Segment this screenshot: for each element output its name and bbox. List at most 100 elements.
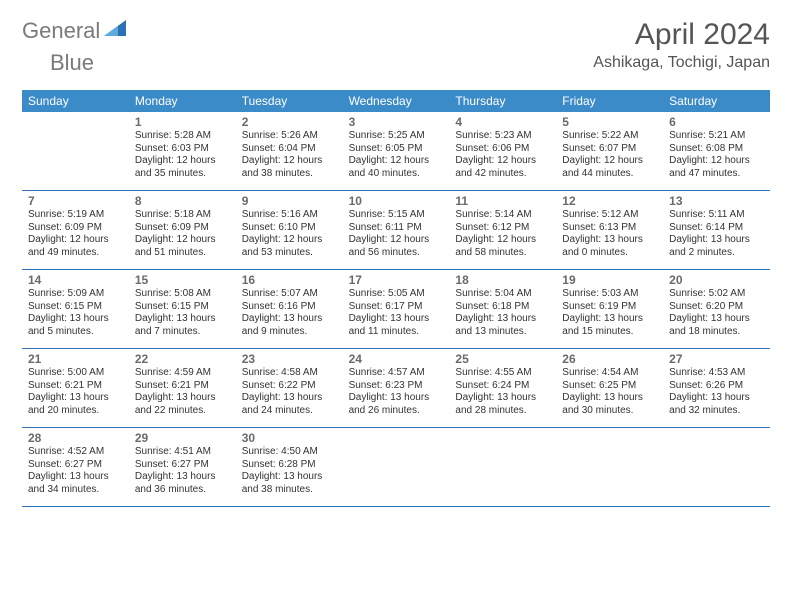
- calendar-week: 28Sunrise: 4:52 AMSunset: 6:27 PMDayligh…: [22, 428, 770, 507]
- sunset-line: Sunset: 6:27 PM: [135, 459, 230, 472]
- daylight-line-2: and 49 minutes.: [28, 247, 123, 260]
- calendar-day-cell: 24Sunrise: 4:57 AMSunset: 6:23 PMDayligh…: [343, 349, 450, 427]
- calendar-day-cell: [449, 428, 556, 506]
- sunrise-line: Sunrise: 5:05 AM: [349, 288, 444, 301]
- day-number: 24: [349, 352, 444, 366]
- daylight-line-1: Daylight: 13 hours: [669, 234, 764, 247]
- sunset-line: Sunset: 6:28 PM: [242, 459, 337, 472]
- daylight-line-2: and 2 minutes.: [669, 247, 764, 260]
- calendar-day-cell: 21Sunrise: 5:00 AMSunset: 6:21 PMDayligh…: [22, 349, 129, 427]
- calendar-day-cell: 12Sunrise: 5:12 AMSunset: 6:13 PMDayligh…: [556, 191, 663, 269]
- calendar-day-cell: 10Sunrise: 5:15 AMSunset: 6:11 PMDayligh…: [343, 191, 450, 269]
- logo-word-blue: Blue: [50, 50, 94, 75]
- calendar-day-cell: 6Sunrise: 5:21 AMSunset: 6:08 PMDaylight…: [663, 112, 770, 190]
- dayhead-thu: Thursday: [449, 90, 556, 112]
- day-number: 25: [455, 352, 550, 366]
- sunrise-line: Sunrise: 4:57 AM: [349, 367, 444, 380]
- sunset-line: Sunset: 6:23 PM: [349, 380, 444, 393]
- calendar-day-cell: [343, 428, 450, 506]
- daylight-line-2: and 38 minutes.: [242, 168, 337, 181]
- day-number: 6: [669, 115, 764, 129]
- day-number: 21: [28, 352, 123, 366]
- calendar-day-cell: 25Sunrise: 4:55 AMSunset: 6:24 PMDayligh…: [449, 349, 556, 427]
- sunset-line: Sunset: 6:10 PM: [242, 222, 337, 235]
- daylight-line-1: Daylight: 12 hours: [135, 155, 230, 168]
- daylight-line-1: Daylight: 12 hours: [349, 155, 444, 168]
- calendar-day-cell: 8Sunrise: 5:18 AMSunset: 6:09 PMDaylight…: [129, 191, 236, 269]
- sunset-line: Sunset: 6:25 PM: [562, 380, 657, 393]
- daylight-line-1: Daylight: 13 hours: [455, 392, 550, 405]
- calendar-page: General April 2024 Ashikaga, Tochigi, Ja…: [0, 0, 792, 525]
- daylight-line-1: Daylight: 13 hours: [28, 471, 123, 484]
- calendar-day-cell: 28Sunrise: 4:52 AMSunset: 6:27 PMDayligh…: [22, 428, 129, 506]
- daylight-line-2: and 53 minutes.: [242, 247, 337, 260]
- daylight-line-1: Daylight: 13 hours: [669, 313, 764, 326]
- sunrise-line: Sunrise: 5:19 AM: [28, 209, 123, 222]
- daylight-line-1: Daylight: 13 hours: [135, 392, 230, 405]
- sunrise-line: Sunrise: 5:00 AM: [28, 367, 123, 380]
- calendar-day-cell: 4Sunrise: 5:23 AMSunset: 6:06 PMDaylight…: [449, 112, 556, 190]
- daylight-line-1: Daylight: 13 hours: [135, 313, 230, 326]
- title-block: April 2024 Ashikaga, Tochigi, Japan: [593, 18, 770, 72]
- day-number: 2: [242, 115, 337, 129]
- sunrise-line: Sunrise: 4:51 AM: [135, 446, 230, 459]
- dayhead-fri: Friday: [556, 90, 663, 112]
- daylight-line-2: and 47 minutes.: [669, 168, 764, 181]
- daylight-line-1: Daylight: 13 hours: [28, 313, 123, 326]
- sunrise-line: Sunrise: 5:21 AM: [669, 130, 764, 143]
- sunset-line: Sunset: 6:20 PM: [669, 301, 764, 314]
- day-number: 12: [562, 194, 657, 208]
- title-location: Ashikaga, Tochigi, Japan: [593, 54, 770, 72]
- sunrise-line: Sunrise: 5:02 AM: [669, 288, 764, 301]
- day-number: 20: [669, 273, 764, 287]
- calendar-body: 1Sunrise: 5:28 AMSunset: 6:03 PMDaylight…: [22, 112, 770, 507]
- daylight-line-1: Daylight: 13 hours: [242, 313, 337, 326]
- daylight-line-1: Daylight: 13 hours: [242, 392, 337, 405]
- day-number: 30: [242, 431, 337, 445]
- day-number: 7: [28, 194, 123, 208]
- calendar-day-cell: 19Sunrise: 5:03 AMSunset: 6:19 PMDayligh…: [556, 270, 663, 348]
- sunset-line: Sunset: 6:17 PM: [349, 301, 444, 314]
- sunset-line: Sunset: 6:27 PM: [28, 459, 123, 472]
- daylight-line-1: Daylight: 12 hours: [242, 234, 337, 247]
- day-number: 22: [135, 352, 230, 366]
- daylight-line-2: and 34 minutes.: [28, 484, 123, 497]
- calendar: Sunday Monday Tuesday Wednesday Thursday…: [22, 90, 770, 507]
- calendar-day-cell: 13Sunrise: 5:11 AMSunset: 6:14 PMDayligh…: [663, 191, 770, 269]
- daylight-line-2: and 32 minutes.: [669, 405, 764, 418]
- daylight-line-1: Daylight: 13 hours: [562, 234, 657, 247]
- sunrise-line: Sunrise: 5:12 AM: [562, 209, 657, 222]
- calendar-day-header: Sunday Monday Tuesday Wednesday Thursday…: [22, 90, 770, 112]
- daylight-line-1: Daylight: 13 hours: [28, 392, 123, 405]
- sunrise-line: Sunrise: 5:28 AM: [135, 130, 230, 143]
- daylight-line-1: Daylight: 13 hours: [562, 392, 657, 405]
- daylight-line-1: Daylight: 12 hours: [349, 234, 444, 247]
- day-number: 29: [135, 431, 230, 445]
- day-number: 19: [562, 273, 657, 287]
- day-number: 27: [669, 352, 764, 366]
- calendar-week: 14Sunrise: 5:09 AMSunset: 6:15 PMDayligh…: [22, 270, 770, 349]
- calendar-day-cell: 1Sunrise: 5:28 AMSunset: 6:03 PMDaylight…: [129, 112, 236, 190]
- sunset-line: Sunset: 6:09 PM: [28, 222, 123, 235]
- daylight-line-1: Daylight: 12 hours: [669, 155, 764, 168]
- sunset-line: Sunset: 6:19 PM: [562, 301, 657, 314]
- sunrise-line: Sunrise: 5:14 AM: [455, 209, 550, 222]
- daylight-line-2: and 35 minutes.: [135, 168, 230, 181]
- daylight-line-2: and 56 minutes.: [349, 247, 444, 260]
- day-number: 10: [349, 194, 444, 208]
- daylight-line-2: and 20 minutes.: [28, 405, 123, 418]
- sunset-line: Sunset: 6:11 PM: [349, 222, 444, 235]
- calendar-day-cell: 11Sunrise: 5:14 AMSunset: 6:12 PMDayligh…: [449, 191, 556, 269]
- day-number: 5: [562, 115, 657, 129]
- title-month: April 2024: [593, 18, 770, 52]
- daylight-line-1: Daylight: 12 hours: [455, 155, 550, 168]
- daylight-line-2: and 9 minutes.: [242, 326, 337, 339]
- sunset-line: Sunset: 6:04 PM: [242, 143, 337, 156]
- dayhead-sun: Sunday: [22, 90, 129, 112]
- day-number: 15: [135, 273, 230, 287]
- calendar-day-cell: 18Sunrise: 5:04 AMSunset: 6:18 PMDayligh…: [449, 270, 556, 348]
- sunset-line: Sunset: 6:07 PM: [562, 143, 657, 156]
- daylight-line-2: and 36 minutes.: [135, 484, 230, 497]
- sunrise-line: Sunrise: 4:50 AM: [242, 446, 337, 459]
- day-number: 17: [349, 273, 444, 287]
